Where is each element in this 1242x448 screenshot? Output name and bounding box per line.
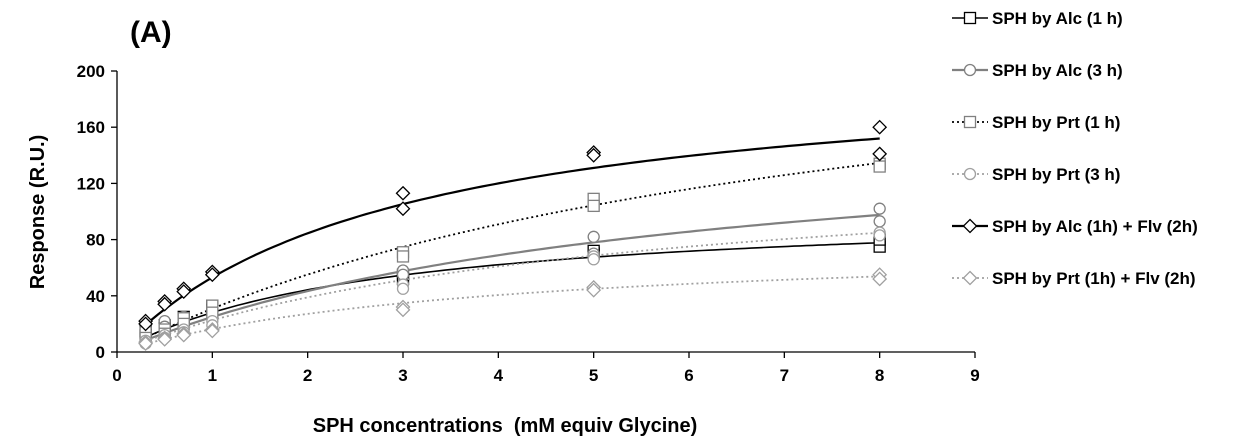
series-trend-line (145, 162, 880, 339)
series-trend-line (145, 275, 880, 345)
legend-entry-2: SPH by Alc (3 h) (952, 61, 1123, 80)
series-5 (138, 119, 888, 332)
series-4 (139, 226, 886, 350)
legend-entry-1: SPH by Alc (1 h) (952, 9, 1123, 28)
x-tick-label: 0 (112, 366, 121, 385)
series-trend-line (145, 213, 880, 342)
legend-marker (962, 270, 978, 286)
data-point (157, 296, 173, 312)
x-tick-label: 2 (303, 366, 312, 385)
legend-label: SPH by Prt (1h) + Flv (2h) (992, 269, 1196, 288)
data-point (396, 282, 410, 295)
legend-entry-5: SPH by Alc (1h) + Flv (2h) (952, 217, 1198, 236)
data-point (873, 229, 886, 242)
series-6 (138, 267, 888, 351)
data-point (176, 327, 192, 343)
x-tick-label: 7 (780, 366, 789, 385)
legend-marker (963, 115, 977, 129)
data-point (204, 267, 220, 283)
series-1 (139, 233, 886, 342)
legend-marker (963, 63, 977, 77)
y-tick-label: 200 (77, 62, 105, 81)
x-tick-label: 4 (494, 366, 504, 385)
series-trend-line (145, 242, 880, 339)
data-point (395, 201, 411, 217)
legend-marker (963, 11, 977, 25)
legend-entry-6: SPH by Prt (1h) + Flv (2h) (952, 269, 1196, 288)
legend: SPH by Alc (1 h) SPH by Alc (3 h) SPH by P… (952, 9, 1198, 288)
data-point (157, 331, 173, 347)
data-point (586, 147, 602, 163)
legend-label: SPH by Prt (3 h) (992, 165, 1120, 184)
data-point (586, 282, 602, 298)
legend-label: SPH by Prt (1 h) (992, 113, 1120, 132)
legend-marker (963, 167, 977, 181)
series-trend-line (145, 231, 880, 343)
data-point (873, 160, 886, 173)
y-tick-label: 120 (77, 174, 105, 193)
y-tick-label: 80 (86, 231, 105, 250)
y-tick-label: 160 (77, 118, 105, 137)
x-tick-label: 3 (398, 366, 407, 385)
data-point (204, 323, 220, 339)
legend-entry-4: SPH by Prt (3 h) (952, 165, 1120, 184)
legend-label: SPH by Alc (3 h) (992, 61, 1123, 80)
data-point (873, 202, 886, 215)
legend-label: SPH by Alc (1h) + Flv (2h) (992, 217, 1198, 236)
legend-label: SPH by Alc (1 h) (992, 9, 1123, 28)
y-tick-label: 40 (86, 287, 105, 306)
data-point (873, 215, 886, 228)
legend-marker (962, 218, 978, 234)
x-tick-label: 6 (684, 366, 693, 385)
data-point (395, 185, 411, 201)
panel-label: (A) (130, 16, 172, 49)
series-trend-line (144, 137, 880, 326)
data-point (395, 302, 411, 318)
plot-area: 0 40 80 120 160 200 0 1 2 3 4 5 6 7 8 9 (77, 62, 980, 385)
data-point (396, 250, 410, 263)
data-point (176, 284, 192, 300)
data-point (138, 336, 154, 351)
data-point (587, 199, 600, 213)
data-point (872, 271, 888, 287)
y-tick-label: 0 (96, 343, 105, 362)
series-2 (139, 202, 886, 342)
x-axis-title: SPH concentrations (mM equiv Glycine) (313, 415, 698, 437)
x-tick-label: 5 (589, 366, 598, 385)
x-tick-label: 9 (970, 366, 979, 385)
legend-entry-3: SPH by Prt (1 h) (952, 113, 1120, 132)
data-point (138, 316, 154, 332)
data-point (872, 119, 888, 135)
x-tick-label: 8 (875, 366, 884, 385)
series-3 (139, 157, 886, 345)
data-point (587, 230, 600, 243)
data-point (587, 253, 600, 266)
y-axis-title: Response (R.U.) (27, 135, 49, 289)
x-tick-label: 1 (208, 366, 217, 385)
data-point (872, 146, 888, 162)
